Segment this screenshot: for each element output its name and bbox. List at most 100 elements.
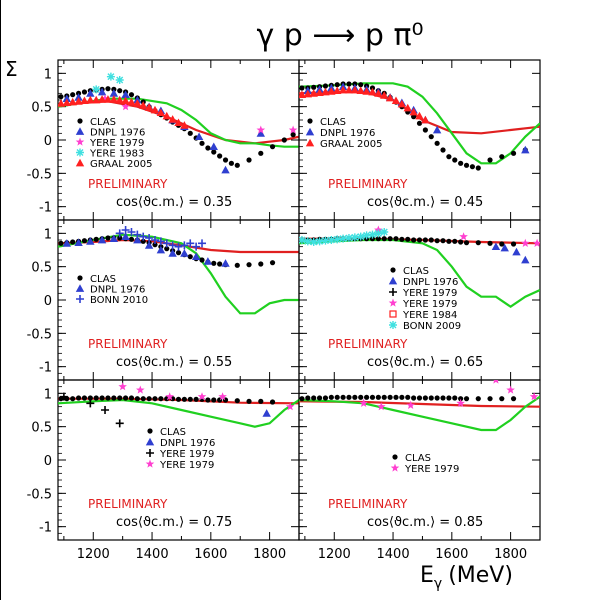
data-point xyxy=(452,238,458,244)
data-point xyxy=(62,94,72,103)
preliminary-label: PRELIMINARY xyxy=(328,497,408,511)
data-point xyxy=(521,238,530,247)
data-point xyxy=(487,396,493,402)
data-point xyxy=(199,140,205,146)
data-point xyxy=(181,396,187,402)
legend-marker xyxy=(388,298,398,307)
legend-label: DNPL 1976 xyxy=(160,438,215,449)
legend-label: GRAAL 2005 xyxy=(90,159,152,170)
legend-label: BONN 2009 xyxy=(403,321,461,332)
y-tick-label: -0.5 xyxy=(27,487,52,502)
data-point xyxy=(175,396,182,402)
data-point xyxy=(99,395,105,401)
y-tick-label: 0 xyxy=(44,294,52,309)
y-tick-label: 1 xyxy=(44,227,52,242)
data-point xyxy=(269,260,276,266)
data-point xyxy=(321,236,330,245)
data-point xyxy=(385,93,395,102)
legend-marker xyxy=(75,284,85,292)
data-point xyxy=(344,85,354,94)
data-point xyxy=(81,238,88,244)
data-point xyxy=(338,85,348,94)
cos-theta-label: cos⟨ϑc.m.⟩ = 0.45 xyxy=(367,195,483,210)
legend-label: GRAAL 2005 xyxy=(320,139,382,150)
data-point xyxy=(381,394,387,400)
data-point xyxy=(422,237,428,243)
data-point xyxy=(532,238,540,247)
data-point xyxy=(440,395,446,401)
data-point xyxy=(288,125,298,134)
data-point xyxy=(205,145,211,151)
data-point xyxy=(409,107,418,116)
data-point xyxy=(499,241,505,247)
data-point xyxy=(381,236,387,242)
data-point xyxy=(156,108,166,117)
data-point xyxy=(93,236,99,242)
x-tick-label: 1600 xyxy=(435,547,468,562)
legend-label: BONN 2010 xyxy=(90,295,148,306)
x-axis-label: Eγ (MeV) xyxy=(420,563,513,592)
data-point xyxy=(456,398,465,407)
data-point xyxy=(269,144,276,150)
data-point xyxy=(127,228,136,236)
preliminary-label: PRELIMINARY xyxy=(88,177,168,191)
preliminary-label: PRELIMINARY xyxy=(88,337,168,351)
data-point xyxy=(101,406,110,414)
legend-marker xyxy=(305,127,315,136)
data-point xyxy=(175,250,182,256)
data-point xyxy=(374,229,383,238)
data-point xyxy=(350,233,359,242)
legend-label: CLAS xyxy=(160,427,186,438)
model-curve-green xyxy=(299,395,540,432)
data-point xyxy=(285,402,295,411)
data-point xyxy=(399,236,405,242)
cos-theta-label: cos⟨ϑc.m.⟩ = 0.55 xyxy=(116,355,232,370)
data-point xyxy=(521,145,530,154)
data-point xyxy=(434,140,440,146)
data-point xyxy=(340,394,346,400)
legend-marker xyxy=(146,449,154,457)
data-point xyxy=(80,96,89,105)
data-point xyxy=(446,395,452,401)
data-point xyxy=(168,115,177,123)
data-point xyxy=(121,96,130,105)
data-point xyxy=(234,262,240,268)
data-point xyxy=(362,231,371,240)
data-point xyxy=(117,395,123,401)
legend-label: DNPL 1976 xyxy=(403,277,458,288)
data-point xyxy=(440,238,446,244)
data-point xyxy=(322,395,329,401)
data-point xyxy=(327,87,336,95)
x-axis-subscript: γ xyxy=(434,576,442,592)
data-point xyxy=(197,392,207,401)
data-point xyxy=(415,111,424,120)
data-point xyxy=(127,97,136,106)
data-point xyxy=(328,394,334,400)
data-point xyxy=(346,394,352,400)
legend-marker xyxy=(392,454,398,460)
data-point xyxy=(315,88,324,97)
legend-marker xyxy=(145,459,155,468)
data-point xyxy=(333,235,342,244)
data-point xyxy=(281,137,287,143)
data-point xyxy=(152,396,158,402)
data-point xyxy=(487,157,493,163)
data-point xyxy=(344,234,353,242)
panel-plot-area xyxy=(299,225,540,309)
data-point xyxy=(303,89,313,98)
y-tick-label: -1 xyxy=(39,361,52,376)
x-tick-label: 1200 xyxy=(77,547,110,562)
data-point xyxy=(256,125,266,134)
data-point xyxy=(158,396,164,402)
data-point xyxy=(493,380,499,384)
data-point xyxy=(358,394,364,400)
data-point xyxy=(68,97,77,106)
data-point xyxy=(475,165,481,171)
data-point xyxy=(380,228,389,236)
data-point xyxy=(180,121,189,129)
data-point xyxy=(211,397,217,403)
data-point xyxy=(321,87,330,96)
data-point xyxy=(92,85,101,94)
